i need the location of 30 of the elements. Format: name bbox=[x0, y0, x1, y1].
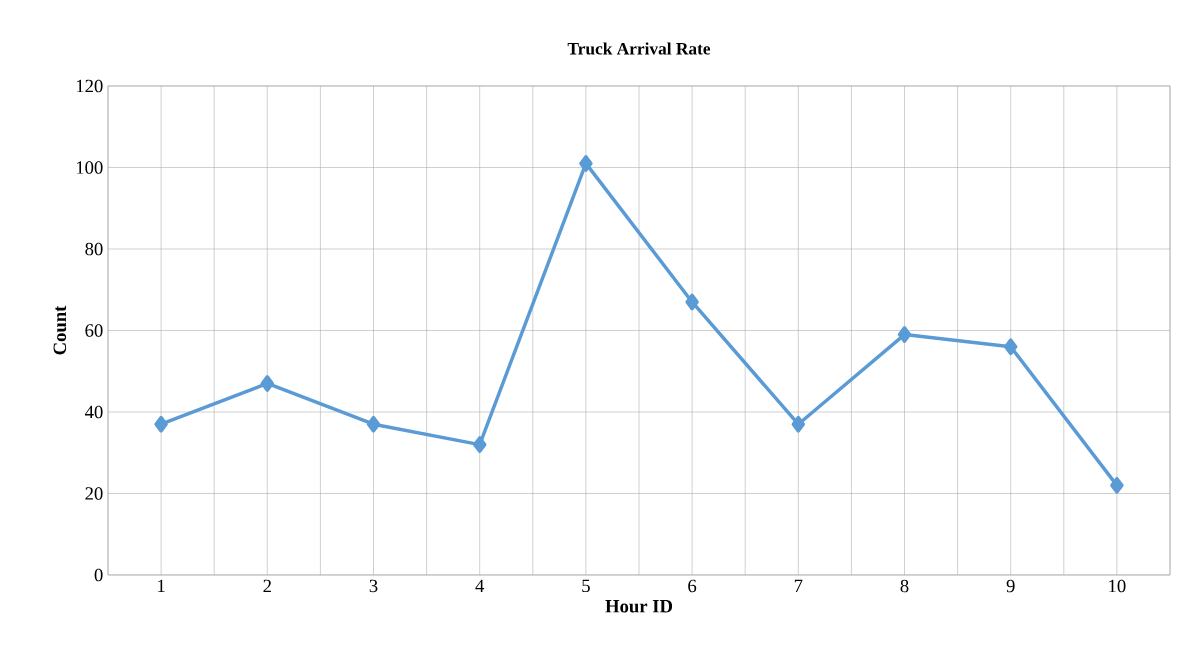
x-tick-label: 8 bbox=[900, 579, 909, 593]
y-tick-label: 40 bbox=[84, 405, 103, 419]
point bbox=[685, 293, 699, 311]
y-tick-label: 20 bbox=[85, 487, 103, 500]
y-tick-label: 0 bbox=[94, 568, 103, 582]
point bbox=[472, 436, 487, 454]
x-axis-title: Hour ID bbox=[605, 600, 673, 613]
point bbox=[791, 415, 806, 433]
y-tick-label: 80 bbox=[85, 242, 103, 256]
point bbox=[897, 326, 912, 343]
x-tick-label: 4 bbox=[475, 579, 485, 592]
x-tick-label: 3 bbox=[369, 579, 378, 593]
y-tick-label: 120 bbox=[76, 79, 103, 93]
x-tick-label: 2 bbox=[263, 579, 271, 593]
x-tick-label: 10 bbox=[1109, 579, 1126, 593]
point bbox=[1110, 476, 1124, 494]
point bbox=[366, 415, 381, 433]
x-tick-label: 1 bbox=[158, 579, 165, 593]
point bbox=[1003, 338, 1018, 356]
chart-title: Truck Arrival Rate bbox=[567, 42, 711, 55]
x-tick-label: 9 bbox=[1006, 579, 1015, 593]
point bbox=[260, 375, 275, 392]
y-axis-title: Count bbox=[53, 305, 67, 355]
x-tick-label: 6 bbox=[688, 579, 697, 593]
y-tick-label: 60 bbox=[85, 324, 103, 337]
point bbox=[154, 415, 168, 433]
y-tick-label: 100 bbox=[76, 161, 103, 174]
x-tick-label: 5 bbox=[582, 579, 590, 593]
point bbox=[579, 155, 593, 172]
x-tick-label: 7 bbox=[794, 579, 803, 592]
